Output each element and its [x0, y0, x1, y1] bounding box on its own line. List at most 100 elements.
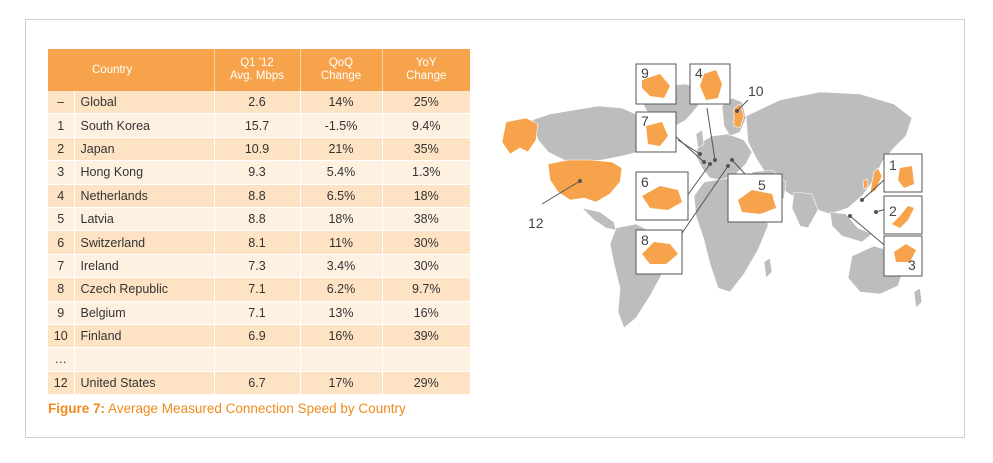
cell-qoq: 11%	[300, 230, 383, 255]
cell-rank: 3	[48, 160, 75, 185]
table-row: 2 Japan 10.9 21% 35%	[48, 137, 470, 162]
cell-rank: 8	[48, 277, 75, 302]
callout-7: 7	[641, 113, 649, 129]
world-map: 9 4 7 6 5 8 10 12 1 2 3	[501, 63, 923, 329]
madagascar-shape	[763, 257, 773, 279]
cell-rank: 12	[48, 371, 75, 396]
cell-yoy: 9.4%	[382, 113, 470, 138]
callout-3: 3	[908, 257, 916, 273]
cell-yoy: 1.3%	[382, 160, 470, 185]
cell-yoy: 30%	[382, 254, 470, 279]
cell-qoq: -1.5%	[300, 113, 383, 138]
cell-country: South Korea	[74, 113, 215, 138]
figure-caption: Figure 7: Average Measured Connection Sp…	[48, 401, 406, 416]
cell-country: Czech Republic	[74, 277, 215, 302]
usa-highlight	[547, 159, 623, 203]
header-yoy-change: YoY Change	[382, 49, 470, 91]
cell-country	[74, 347, 215, 372]
callout-8: 8	[641, 232, 649, 248]
cell-qoq: 6.2%	[300, 277, 383, 302]
cell-avg: 15.7	[214, 113, 301, 138]
cell-country: Finland	[74, 324, 215, 349]
cell-qoq: 5.4%	[300, 160, 383, 185]
cell-qoq: 16%	[300, 324, 383, 349]
cell-country: Netherlands	[74, 184, 215, 208]
cell-yoy: 38%	[382, 207, 470, 232]
cell-qoq: 18%	[300, 207, 383, 232]
cell-country: Latvia	[74, 207, 215, 232]
canada-shape	[531, 105, 651, 163]
header-qoq-change: QoQ Change	[300, 49, 383, 91]
cell-qoq: 17%	[300, 371, 383, 396]
cell-qoq: 21%	[300, 137, 383, 162]
header-avg-mbps: Q1 '12 Avg. Mbps	[214, 49, 301, 91]
callout-2: 2	[889, 203, 897, 219]
india-shape	[791, 191, 819, 229]
table-row: 4 Netherlands 8.8 6.5% 18%	[48, 184, 470, 208]
cell-country: Ireland	[74, 254, 215, 279]
table-header-row: Country Q1 '12 Avg. Mbps QoQ Change YoY Cha…	[48, 49, 470, 91]
table-row: 1 South Korea 15.7 -1.5% 9.4%	[48, 113, 470, 138]
cell-rank: 10	[48, 324, 75, 349]
cell-rank: 4	[48, 184, 75, 208]
callout-10: 10	[748, 83, 764, 99]
cell-avg: 2.6	[214, 91, 301, 115]
belgium-inset-icon	[642, 74, 670, 98]
cell-qoq	[300, 347, 383, 372]
callout-5: 5	[758, 177, 766, 193]
callout-1: 1	[889, 157, 897, 173]
japan-inset-icon	[892, 206, 914, 228]
table-row: 7 Ireland 7.3 3.4% 30%	[48, 254, 470, 279]
cell-avg: 7.3	[214, 254, 301, 279]
cell-avg: 8.8	[214, 184, 301, 208]
hong-kong-inset-icon	[894, 244, 916, 262]
cell-rank: 5	[48, 207, 75, 232]
cell-country: Global	[74, 91, 215, 115]
table-row: – Global 2.6 14% 25%	[48, 91, 470, 115]
table-row: 10 Finland 6.9 16% 39%	[48, 324, 470, 349]
callout-6: 6	[641, 174, 649, 190]
switzerland-inset-icon	[642, 186, 682, 210]
connection-speed-table: Country Q1 '12 Avg. Mbps QoQ Change YoY Cha…	[48, 49, 470, 396]
cell-avg: 7.1	[214, 301, 301, 325]
table-row: 5 Latvia 8.8 18% 38%	[48, 207, 470, 232]
cell-country: Switzerland	[74, 230, 215, 255]
cell-country: United States	[74, 371, 215, 396]
cell-qoq: 6.5%	[300, 184, 383, 208]
table-row: 9 Belgium 7.1 13% 16%	[48, 301, 470, 325]
cell-yoy: 39%	[382, 324, 470, 349]
cell-rank: –	[48, 91, 75, 115]
cell-qoq: 3.4%	[300, 254, 383, 279]
cell-rank: 9	[48, 301, 75, 325]
central-america-shape	[581, 207, 617, 231]
cell-yoy: 25%	[382, 91, 470, 115]
cell-avg: 7.1	[214, 277, 301, 302]
cell-country: Belgium	[74, 301, 215, 325]
table-row: 6 Switzerland 8.1 11% 30%	[48, 230, 470, 255]
cell-avg: 10.9	[214, 137, 301, 162]
czech-inset-icon	[642, 242, 678, 264]
cell-rank: …	[48, 347, 75, 372]
cell-avg: 8.1	[214, 230, 301, 255]
cell-rank: 6	[48, 230, 75, 255]
cell-country: Hong Kong	[74, 160, 215, 185]
callout-12: 12	[528, 215, 544, 231]
table-row: 3 Hong Kong 9.3 5.4% 1.3%	[48, 160, 470, 185]
south-korea-highlight	[862, 178, 869, 190]
southeast-asia-shape	[829, 211, 873, 243]
japan-highlight	[869, 167, 883, 195]
netherlands-inset-icon	[700, 70, 722, 100]
cell-qoq: 14%	[300, 91, 383, 115]
callout-9: 9	[641, 65, 649, 81]
cell-yoy: 9.7%	[382, 277, 470, 302]
south-korea-inset-icon	[898, 166, 914, 188]
cell-rank: 7	[48, 254, 75, 279]
cell-country: Japan	[74, 137, 215, 162]
latvia-inset-icon	[738, 190, 776, 214]
cell-avg: 6.7	[214, 371, 301, 396]
cell-yoy: 30%	[382, 230, 470, 255]
cell-yoy	[382, 347, 470, 372]
table-row: 12 United States 6.7 17% 29%	[48, 371, 470, 396]
cell-rank: 1	[48, 113, 75, 138]
cell-yoy: 16%	[382, 301, 470, 325]
